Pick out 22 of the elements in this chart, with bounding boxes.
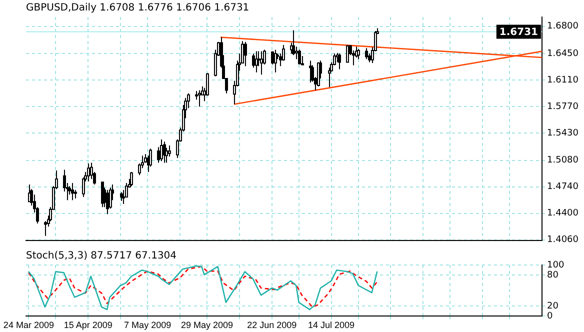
y-tick-label: 100 (547, 260, 564, 270)
y-tick-label: 1.6800 (547, 22, 579, 32)
y-tick-label: 1.4740 (547, 182, 579, 192)
y-tick-label: 1.6110 (547, 75, 579, 86)
y-tick-label: 1.4060 (547, 235, 579, 246)
y-tick-label: 0 (547, 312, 553, 322)
x-tick-label: 29 May 2009 (180, 320, 234, 330)
y-tick-label: 1.5080 (547, 156, 579, 166)
chart-title: Stoch(5,3,3) 87.5717 67.1304 (26, 250, 177, 262)
x-tick-label: 24 Mar 2009 (3, 320, 54, 330)
y-tick-label: 20 (547, 301, 559, 312)
x-tick-label: 7 May 2009 (124, 320, 172, 330)
ref-line-label: 1.6731 (499, 26, 538, 38)
y-tick-label: 1.6450 (547, 48, 579, 59)
x-tick-label: 22 Jun 2009 (247, 320, 297, 330)
x-tick-label: 15 Apr 2009 (64, 320, 112, 330)
y-tick-label: 1.4400 (547, 208, 579, 219)
y-tick-label: 1.5430 (547, 128, 579, 138)
y-tick-label: 80 (547, 270, 559, 281)
chart-title: GBPUSD,Daily 1.6708 1.6776 1.6706 1.6731 (26, 2, 250, 14)
x-tick-label: 14 Jul 2009 (308, 320, 355, 330)
y-tick-label: 1.5770 (547, 102, 579, 112)
